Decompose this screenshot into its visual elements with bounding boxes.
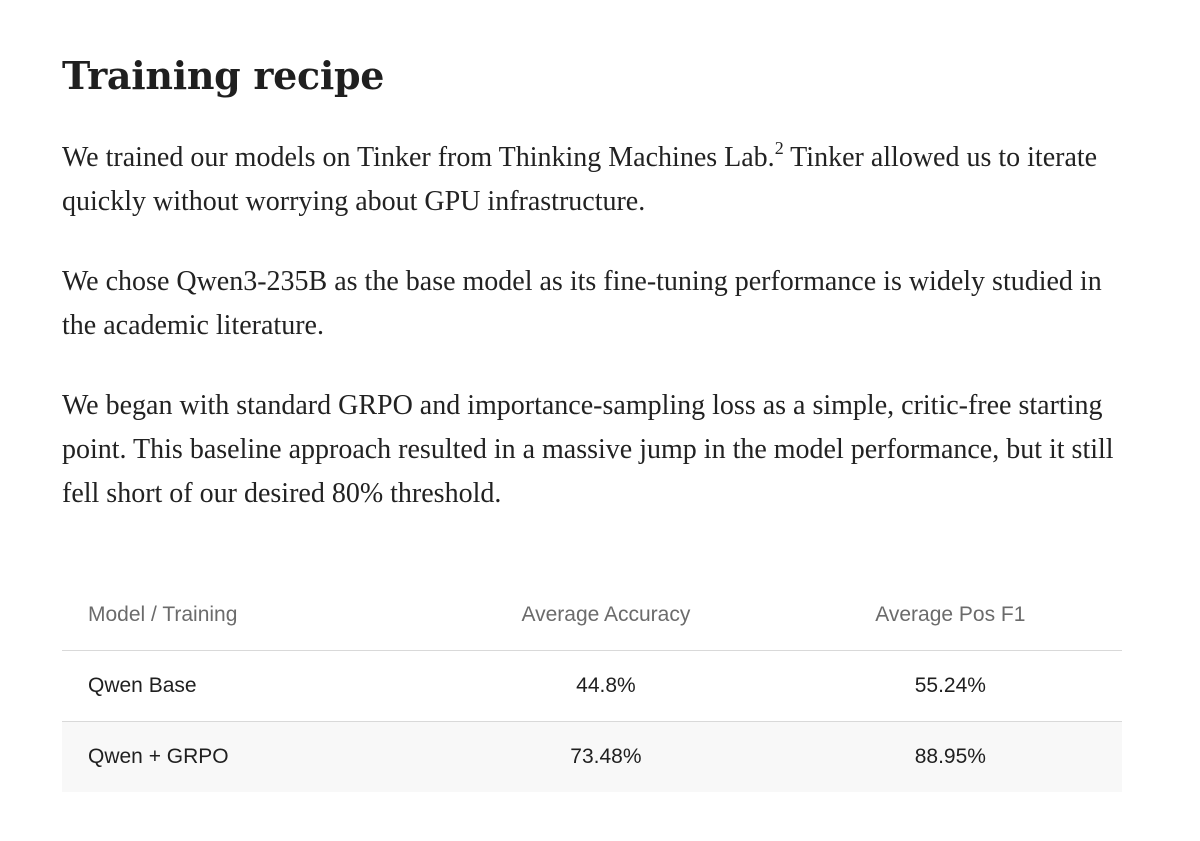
section-title: Training recipe — [62, 53, 385, 98]
cell-model-name: Qwen Base — [62, 650, 434, 722]
paragraph-tinker-text-end: Tinker allowed us to iterate quickly wit… — [62, 142, 1098, 217]
header-average-pos-f1: Average Pos F1 — [778, 580, 1122, 651]
header-average-accuracy: Average Accuracy — [433, 580, 779, 651]
table-header-row: Model / Training Average Accuracy Averag… — [62, 580, 1122, 651]
table-row: Qwen Base 44.8% 55.24% — [62, 650, 1122, 722]
table-row: Qwen + GRPO 73.48% 88.95% — [62, 721, 1122, 792]
paragraph-grpo: We began with standard GRPO and importan… — [62, 390, 1114, 509]
results-table: Model / Training Average Accuracy Averag… — [62, 580, 1122, 792]
cell-average-pos-f1: 55.24% — [778, 650, 1122, 722]
article-body: Training recipe We trained our models on… — [62, 52, 1138, 516]
cell-model-name: Qwen + GRPO — [62, 721, 434, 792]
paragraph-tinker-text-start: We trained our models on Tinker from Thi… — [62, 142, 775, 173]
cell-average-accuracy: 44.8% — [433, 650, 779, 722]
footnote-reference[interactable]: 2 — [774, 137, 784, 158]
cell-average-accuracy: 73.48% — [433, 721, 779, 792]
header-model-training: Model / Training — [62, 580, 434, 651]
paragraph-base-model: We chose Qwen3-235B as the base model as… — [62, 266, 1102, 341]
cell-average-pos-f1: 88.95% — [778, 721, 1122, 792]
paragraph-tinker: We trained our models on Tinker from Thi… — [62, 136, 1138, 224]
